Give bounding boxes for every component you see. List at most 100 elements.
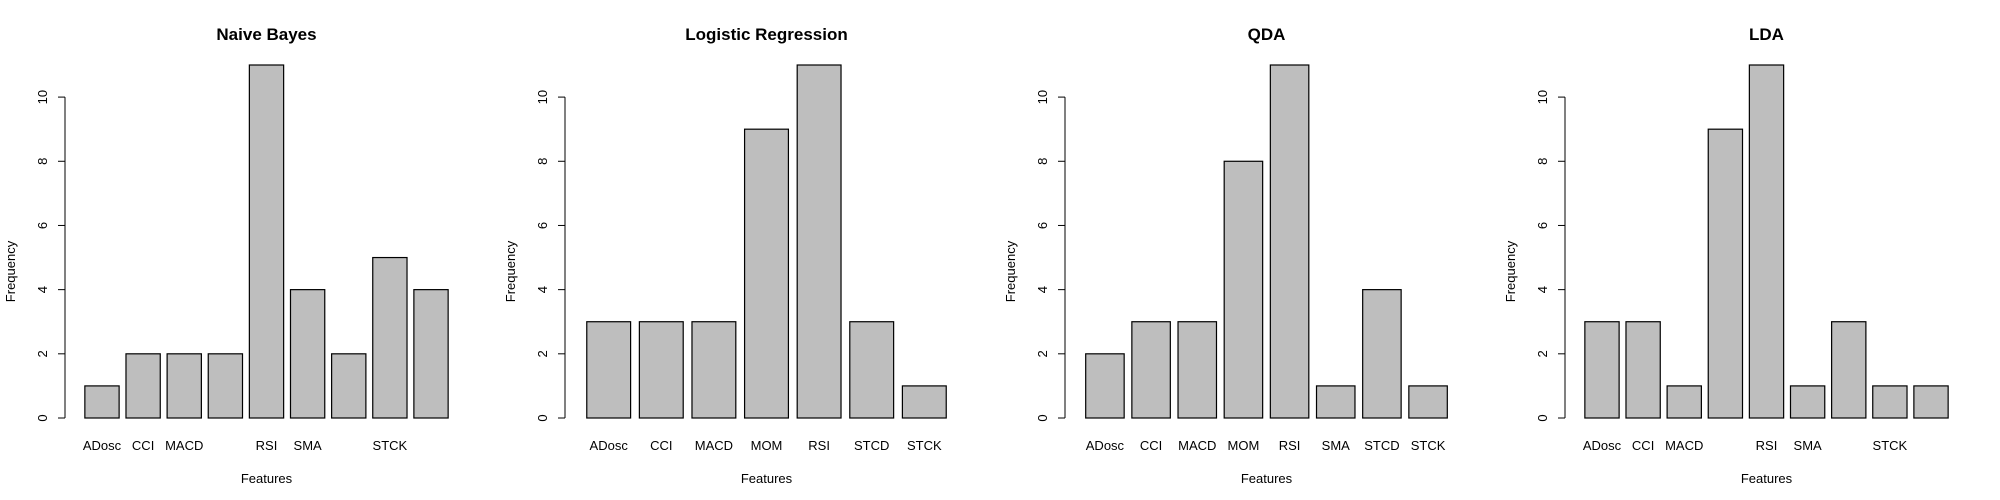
bar bbox=[1131, 321, 1171, 419]
x-tick-label: MOM bbox=[751, 438, 783, 453]
y-tick-label: 4 bbox=[1535, 286, 1550, 293]
x-tick-label: STCK bbox=[373, 438, 408, 453]
x-tick-label: ADosc bbox=[1583, 438, 1622, 453]
bar bbox=[1666, 385, 1702, 419]
bar bbox=[901, 385, 947, 419]
x-tick-label: MACD bbox=[165, 438, 203, 453]
x-tick-label: STCK bbox=[907, 438, 942, 453]
y-tick-label: 10 bbox=[35, 90, 50, 104]
bar bbox=[289, 289, 326, 419]
y-tick-label: 6 bbox=[35, 222, 50, 229]
bar bbox=[1269, 64, 1310, 419]
bar bbox=[1362, 289, 1402, 419]
y-tick-label: 8 bbox=[535, 158, 550, 165]
bar bbox=[1789, 385, 1826, 419]
x-tick-label: RSI bbox=[1756, 438, 1778, 453]
bar bbox=[166, 353, 202, 419]
y-tick-label: 0 bbox=[1535, 414, 1550, 421]
bar bbox=[413, 289, 449, 419]
bar bbox=[1223, 160, 1264, 419]
x-tick-label: RSI bbox=[808, 438, 830, 453]
bar bbox=[207, 353, 244, 419]
y-tick-label: 0 bbox=[535, 414, 550, 421]
y-tick-label: 6 bbox=[1035, 222, 1050, 229]
bar bbox=[1748, 64, 1785, 419]
x-axis-label: Features bbox=[1741, 471, 1793, 486]
x-tick-label: CCI bbox=[1632, 438, 1654, 453]
x-tick-label: STCK bbox=[1873, 438, 1908, 453]
y-tick-label: 6 bbox=[1535, 222, 1550, 229]
x-tick-label: SMA bbox=[1794, 438, 1823, 453]
y-tick-label: 6 bbox=[535, 222, 550, 229]
bar bbox=[125, 353, 161, 419]
y-tick-label: 2 bbox=[35, 350, 50, 357]
y-tick-label: 2 bbox=[535, 350, 550, 357]
bar bbox=[691, 321, 737, 419]
y-tick-label: 10 bbox=[1535, 90, 1550, 104]
bar bbox=[1831, 321, 1867, 419]
x-axis-label: Features bbox=[241, 471, 293, 486]
chart-panel-3: QDA ADosc CCI MACD MOM RSI SMA STCD STCK 0 2 4 6 8 10 F… bbox=[1003, 25, 1448, 486]
bar bbox=[796, 64, 842, 419]
bar bbox=[1408, 385, 1448, 419]
x-tick-label: CCI bbox=[650, 438, 672, 453]
bar bbox=[586, 321, 632, 419]
bar bbox=[248, 64, 285, 419]
x-tick-label: RSI bbox=[1279, 438, 1301, 453]
bar bbox=[1913, 385, 1949, 419]
x-axis-label: Features bbox=[741, 471, 793, 486]
y-tick-label: 10 bbox=[535, 90, 550, 104]
y-tick-label: 2 bbox=[1535, 350, 1550, 357]
y-axis-label: Frequency bbox=[3, 240, 18, 302]
y-axis-label: Frequency bbox=[1003, 240, 1018, 302]
bar bbox=[84, 385, 120, 419]
chart-title: LDA bbox=[1749, 25, 1784, 44]
x-tick-label: SMA bbox=[1322, 438, 1351, 453]
y-tick-label: 10 bbox=[1035, 90, 1050, 104]
x-tick-label: RSI bbox=[256, 438, 278, 453]
x-tick-label: STCD bbox=[1364, 438, 1399, 453]
x-tick-label: MOM bbox=[1228, 438, 1260, 453]
y-tick-label: 8 bbox=[1035, 158, 1050, 165]
bar bbox=[1315, 385, 1356, 419]
bar bbox=[1872, 385, 1908, 419]
bar bbox=[331, 353, 367, 419]
y-axis-label: Frequency bbox=[503, 240, 518, 302]
bar bbox=[1584, 321, 1620, 419]
bar bbox=[1177, 321, 1218, 419]
x-tick-label: SMA bbox=[294, 438, 323, 453]
x-axis-label: Features bbox=[1241, 471, 1293, 486]
chart-title: QDA bbox=[1248, 25, 1286, 44]
x-tick-label: STCD bbox=[854, 438, 889, 453]
x-tick-label: ADosc bbox=[1086, 438, 1125, 453]
bar bbox=[638, 321, 684, 419]
x-tick-label: CCI bbox=[132, 438, 154, 453]
y-tick-label: 4 bbox=[35, 286, 50, 293]
chart-panel-2: Logistic Regression ADosc CCI MACD MOM RSI STC… bbox=[503, 25, 947, 486]
y-tick-label: 2 bbox=[1035, 350, 1050, 357]
x-tick-label: MACD bbox=[1178, 438, 1216, 453]
bar bbox=[849, 321, 895, 419]
y-tick-label: 4 bbox=[1035, 286, 1050, 293]
bar bbox=[1085, 353, 1125, 419]
x-tick-label: MACD bbox=[1665, 438, 1703, 453]
x-tick-label: STCK bbox=[1411, 438, 1446, 453]
y-tick-label: 0 bbox=[1035, 414, 1050, 421]
bar bbox=[743, 128, 790, 419]
x-tick-label: CCI bbox=[1140, 438, 1162, 453]
y-tick-label: 0 bbox=[35, 414, 50, 421]
bar bbox=[372, 256, 408, 419]
chart-panel-4: LDA ADosc CCI MACD RSI SMA STCK 0 2 4 6 8 10 Frequenc… bbox=[1503, 25, 1949, 486]
y-tick-label: 8 bbox=[1535, 158, 1550, 165]
y-axis-label: Frequency bbox=[1503, 240, 1518, 302]
y-tick-label: 4 bbox=[535, 286, 550, 293]
chart-panel-1: Naive Bayes ADosc CCI MACD RSI SMA STCK 0 2 4 6 8 10… bbox=[3, 25, 449, 486]
chart-title: Naive Bayes bbox=[216, 25, 316, 44]
x-tick-label: MACD bbox=[695, 438, 733, 453]
bar bbox=[1625, 321, 1661, 419]
chart-title: Logistic Regression bbox=[685, 25, 847, 44]
y-tick-label: 8 bbox=[35, 158, 50, 165]
bar bbox=[1707, 128, 1744, 419]
x-tick-label: ADosc bbox=[590, 438, 629, 453]
